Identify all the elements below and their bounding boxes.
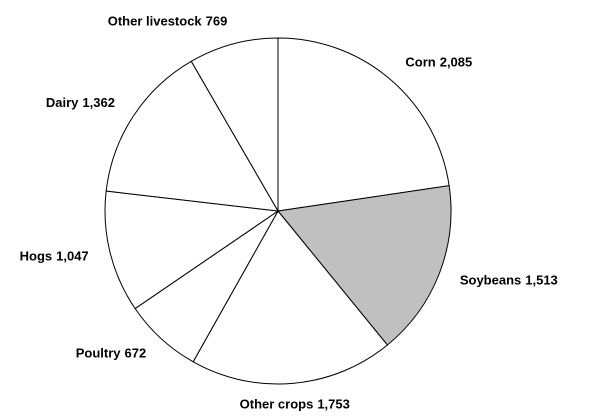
pie-slice — [105, 60, 279, 212]
slice-name: Other livestock — [108, 14, 203, 29]
pie-slice — [190, 37, 279, 213]
slice-label: Other livestock 769 — [108, 14, 228, 29]
slice-name: Hogs — [20, 249, 53, 264]
slice-label: Dairy 1,362 — [46, 95, 115, 110]
slice-value: 1,753 — [317, 397, 350, 412]
slice-label: Hogs 1,047 — [20, 249, 89, 264]
slice-name: Dairy — [46, 95, 79, 110]
slice-label: Other crops 1,753 — [240, 397, 350, 412]
pie-slice — [277, 37, 450, 212]
slice-name: Soybeans — [460, 273, 521, 288]
slice-label: Poultry 672 — [76, 346, 147, 361]
slice-value: 769 — [206, 14, 228, 29]
slice-value: 2,085 — [440, 55, 473, 70]
pie-slice — [192, 210, 389, 385]
slice-value: 1,513 — [525, 273, 558, 288]
slice-label: Corn 2,085 — [405, 55, 472, 70]
pie-slice — [104, 190, 280, 310]
slice-value: 1,362 — [82, 95, 115, 110]
slice-name: Corn — [405, 55, 435, 70]
slice-value: 1,047 — [56, 249, 89, 264]
slice-name: Other crops — [240, 397, 314, 412]
slice-name: Poultry — [76, 346, 122, 361]
slice-label: Soybeans 1,513 — [460, 273, 558, 288]
slice-value: 672 — [125, 346, 147, 361]
pie-slice — [277, 185, 452, 346]
